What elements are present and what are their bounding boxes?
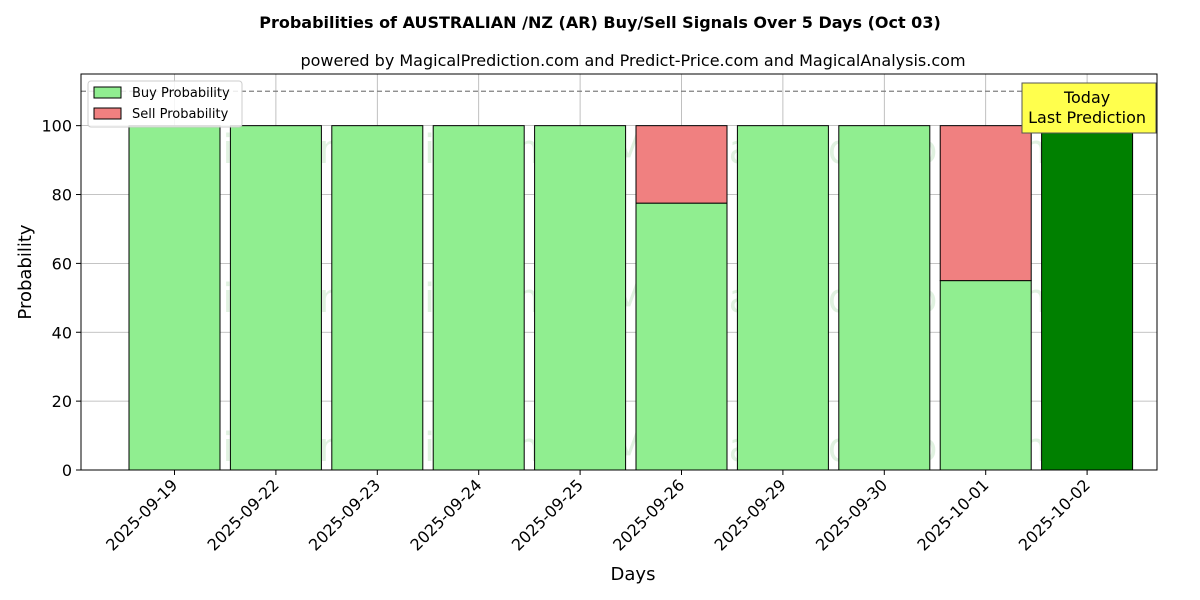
x-tick-label-9: 2025-10-02 bbox=[1015, 475, 1094, 554]
legend-swatch-1 bbox=[93, 107, 122, 120]
y-tick-label-3: 60 bbox=[52, 254, 72, 273]
x-tick-label-6: 2025-09-29 bbox=[711, 475, 790, 554]
legend-box bbox=[87, 80, 243, 128]
chart-title: Probabilities of AUSTRALIAN /NZ (AR) Buy… bbox=[259, 13, 941, 32]
x-tick-label-5: 2025-09-26 bbox=[609, 475, 688, 554]
x-tick-label-1: 2025-09-22 bbox=[204, 475, 283, 554]
x-tick-label-3: 2025-09-24 bbox=[406, 475, 485, 554]
bar-buy-2025-09-26 bbox=[635, 202, 728, 471]
y-tick-label-5: 100 bbox=[41, 117, 72, 136]
y-tick-label-2: 40 bbox=[52, 323, 72, 342]
bar-buy-2025-09-24 bbox=[432, 125, 525, 471]
bar-buy-2025-09-25 bbox=[534, 125, 627, 471]
y-axis: 0 20 40 60 80 100 bbox=[41, 117, 81, 480]
legend-label-0: Buy Probability bbox=[132, 86, 230, 101]
annotation-box bbox=[1021, 82, 1157, 134]
x-tick-label-8: 2025-10-01 bbox=[913, 475, 992, 554]
x-tick-label-4: 2025-09-25 bbox=[508, 475, 587, 554]
bar-sell-2025-10-01 bbox=[939, 125, 1032, 282]
y-tick-label-0: 0 bbox=[62, 461, 72, 480]
x-tick-label-0: 2025-09-19 bbox=[102, 475, 181, 554]
legend: Buy Probability Sell Probability bbox=[87, 80, 243, 128]
annotation-line2: Last Prediction bbox=[1028, 108, 1146, 127]
y-tick-label-4: 80 bbox=[52, 186, 72, 205]
legend-swatch-0 bbox=[93, 86, 122, 99]
plot-frame bbox=[80, 73, 1158, 471]
bar-buy-2025-09-29 bbox=[736, 125, 829, 471]
bar-buy-2025-09-23 bbox=[331, 125, 424, 471]
y-axis-label: Probability bbox=[15, 224, 36, 319]
bars bbox=[128, 125, 1134, 471]
x-tick-label-2: 2025-09-23 bbox=[305, 475, 384, 554]
x-axis: 2025-09-19 2025-09-22 2025-09-23 2025-09-24… bbox=[102, 470, 1094, 555]
bar-buy-2025-09-30 bbox=[838, 125, 931, 471]
legend-label-1: Sell Probability bbox=[132, 107, 229, 122]
bar-buy-2025-10-02 bbox=[1041, 125, 1134, 471]
annotation-line1: Today bbox=[1063, 88, 1110, 107]
bar-buy-2025-10-01 bbox=[939, 280, 1032, 471]
y-tick-label-1: 20 bbox=[52, 392, 72, 411]
x-axis-label: Days bbox=[611, 564, 656, 585]
chart-subtitle: powered by MagicalPrediction.com and Pre… bbox=[300, 51, 965, 70]
x-tick-label-7: 2025-09-30 bbox=[812, 475, 891, 554]
bar-sell-2025-09-26 bbox=[635, 125, 728, 204]
bar-buy-2025-09-22 bbox=[229, 125, 322, 471]
bar-buy-2025-09-19 bbox=[128, 125, 221, 471]
